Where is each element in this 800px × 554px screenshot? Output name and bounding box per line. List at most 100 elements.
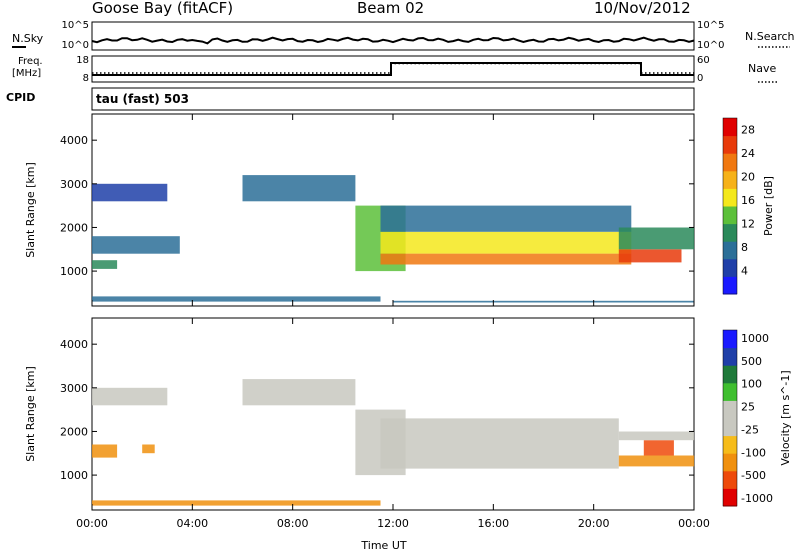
echo-region [380, 205, 632, 232]
colorbar-segment [723, 276, 737, 295]
echo-region [92, 260, 118, 269]
echo-region [142, 444, 155, 454]
echo-region [380, 231, 632, 254]
y-tick-label: 3000 [60, 178, 88, 191]
freq-tick-bottom: 8 [83, 73, 89, 84]
freq-tick-top: 18 [76, 55, 89, 66]
colorbar-segment [723, 435, 737, 454]
x-tick-label: 08:00 [277, 517, 309, 530]
echo-region [92, 183, 168, 202]
colorbar-tick-label: 100 [741, 378, 762, 391]
date-title: 10/Nov/2012 [594, 0, 691, 17]
colorbar-segment [723, 206, 737, 225]
y-tick-label: 4000 [60, 338, 88, 351]
echo-region [380, 253, 632, 265]
echo-region [618, 227, 695, 250]
echo-region [92, 236, 180, 254]
colorbar-tick-label: 24 [741, 147, 755, 160]
x-tick-label: 04:00 [176, 517, 208, 530]
colorbar-tick-label: -1000 [741, 492, 773, 505]
colorbar-tick-label: 12 [741, 218, 755, 231]
station-title: Goose Bay (fitACF) [92, 0, 234, 17]
nave-trace [92, 62, 694, 74]
echo-region [242, 379, 356, 406]
y-tick-label: 1000 [60, 265, 88, 278]
y-tick-label: 1000 [60, 469, 88, 482]
colorbar-segment [723, 470, 737, 489]
y-axis-label: Slant Range [km] [24, 366, 37, 462]
colorbar-segment [723, 453, 737, 472]
colorbar-segment [723, 153, 737, 172]
freq-panel: Freq. [MHz] 18 8 60 0 Nave [12, 55, 778, 84]
freq-label: Freq. [18, 56, 43, 67]
x-tick-label: 20:00 [578, 517, 610, 530]
colorbar-label: Power [dB] [762, 176, 775, 236]
echo-region [618, 431, 695, 441]
x-axis-label: Time UT [360, 539, 406, 552]
echo-region [380, 418, 619, 469]
colorbar-segment [723, 365, 737, 384]
nave-tick-bottom: 0 [697, 73, 703, 84]
colorbar-segment [723, 382, 737, 401]
freq-trace [92, 62, 694, 76]
colorbar-tick-label: 500 [741, 355, 762, 368]
echo-region [393, 300, 694, 303]
colorbar-tick-label: 28 [741, 124, 755, 137]
colorbar-segment [723, 188, 737, 207]
colorbar-frame [722, 329, 738, 507]
colorbar-tick-label: -25 [741, 423, 759, 436]
y-tick-label: 2000 [60, 425, 88, 438]
x-tick-label: 12:00 [377, 517, 409, 530]
colorbar-tick-label: -100 [741, 446, 766, 459]
x-tick-label: 16:00 [477, 517, 509, 530]
beam-title: Beam 02 [357, 0, 425, 17]
nsky-label: N.Sky [12, 32, 44, 45]
colorbar-segment [723, 241, 737, 260]
colorbar-frame [722, 117, 738, 295]
colorbar-segment [723, 223, 737, 242]
noise-tick-right-top: 10^5 [697, 20, 724, 31]
colorbar-tick-label: 25 [741, 401, 755, 414]
colorbar-tick-label: 20 [741, 171, 755, 184]
colorbar-label: Velocity [m s^-1] [779, 370, 792, 465]
colorbar-segment [723, 118, 737, 137]
cpid-label: CPID [6, 91, 35, 104]
cpid-panel: CPID tau (fast) 503 [6, 87, 695, 111]
colorbar-segment [723, 330, 737, 349]
noise-trace [91, 36, 695, 45]
y-tick-label: 4000 [60, 134, 88, 147]
echo-region [92, 296, 381, 302]
y-axis-label: Slant Range [km] [24, 162, 37, 258]
colorbar-segment [723, 418, 737, 437]
colorbar-segment [723, 400, 737, 419]
colorbar-segment [723, 347, 737, 366]
colorbar-segment [723, 258, 737, 277]
colorbar-tick-label: 16 [741, 194, 755, 207]
echo-region [618, 249, 682, 263]
x-tick-label: 00:00 [76, 517, 108, 530]
nave-label: Nave [748, 62, 776, 75]
echo-region [618, 455, 695, 467]
colorbar-tick-label: 4 [741, 265, 748, 278]
x-tick-label: 00:00 [678, 517, 710, 530]
noise-tick-left-bottom: 10^0 [62, 40, 89, 51]
colorbar-segment [723, 488, 737, 507]
colorbar-tick-label: 1000 [741, 332, 769, 345]
cpid-text: tau (fast) 503 [96, 92, 189, 106]
colorbar-segment [723, 135, 737, 154]
y-tick-label: 2000 [60, 221, 88, 234]
velocity-panel: 1000 2000 3000 4000 00:00 04:00 08:00 12:00 16:0… [24, 317, 792, 530]
nsearch-label: N.Search [745, 30, 795, 43]
noise-tick-right-bottom: 10^0 [697, 40, 724, 51]
nave-tick-top: 60 [697, 55, 710, 66]
y-tick-label: 3000 [60, 382, 88, 395]
echo-region [242, 175, 356, 202]
echo-region [92, 500, 381, 506]
noise-panel: N.Sky 10^5 10^0 10^5 10^0 N.Search [12, 20, 795, 51]
colorbar-tick-label: -500 [741, 469, 766, 482]
colorbar-tick-label: 8 [741, 241, 748, 254]
echo-region [92, 387, 168, 406]
colorbar-segment [723, 170, 737, 189]
freq-unit: [MHz] [12, 68, 41, 79]
